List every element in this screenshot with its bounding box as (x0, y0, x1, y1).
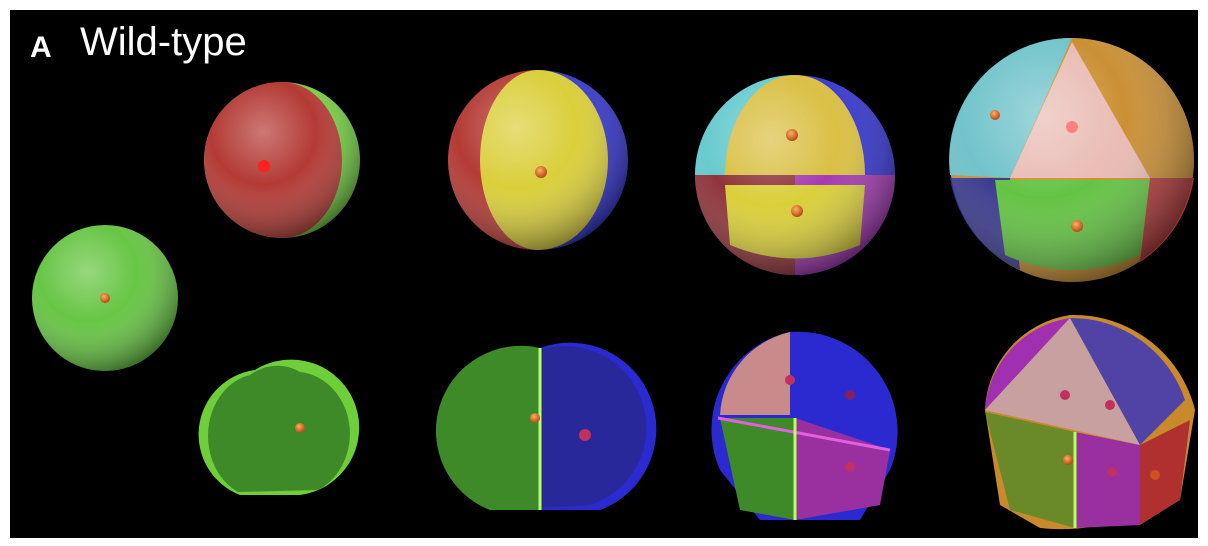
cut-4-cell (435, 342, 657, 510)
panel-title: Wild-type (80, 20, 247, 64)
sphere-8-cell (695, 75, 895, 275)
cut-16-cell (985, 314, 1195, 530)
panel-label: A (30, 31, 52, 64)
sphere-16-cell (949, 37, 1194, 282)
sphere-4-cell (448, 70, 628, 250)
cut-8-cell (711, 331, 898, 520)
sphere-1-cell (32, 225, 178, 371)
sphere-2-cell (204, 82, 360, 238)
cut-2-cell (198, 359, 360, 495)
